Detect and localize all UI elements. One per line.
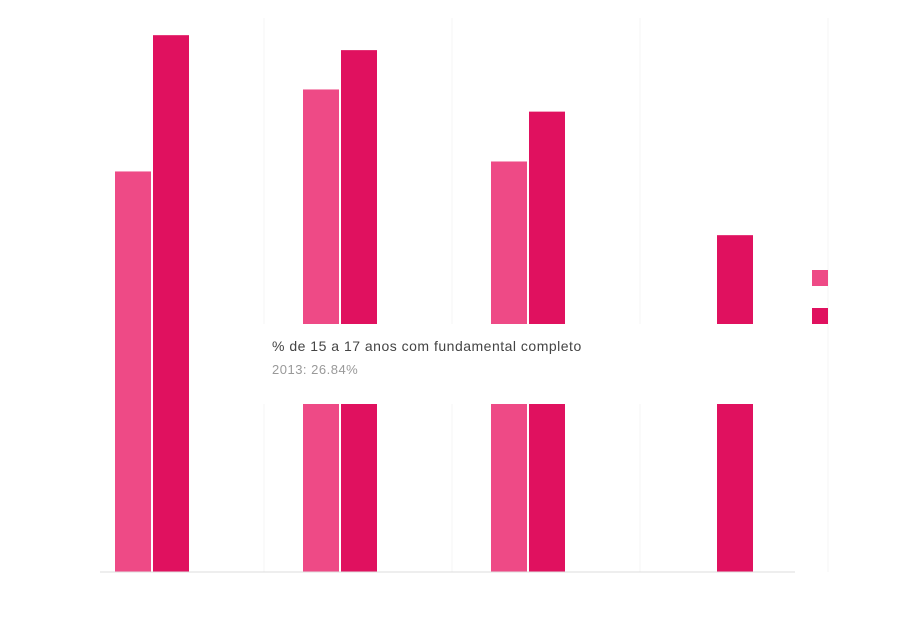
- legend-item-series-1[interactable]: [812, 270, 902, 286]
- bar-series-1-category-1[interactable]: [115, 171, 151, 572]
- bar-series-2-category-1[interactable]: [153, 35, 189, 572]
- tooltip-value: 2013: 26.84%: [272, 362, 359, 377]
- legend: [812, 270, 902, 346]
- gridlines: [263, 18, 829, 572]
- tooltip-title: % de 15 a 17 anos com fundamental comple…: [272, 338, 582, 354]
- bar-series-2-category-2[interactable]: [341, 50, 377, 572]
- bars: [115, 35, 753, 572]
- legend-swatch: [812, 270, 828, 286]
- legend-item-series-2[interactable]: [812, 308, 902, 324]
- legend-swatch: [812, 308, 828, 324]
- tooltip: % de 15 a 17 anos com fundamental comple…: [262, 324, 762, 404]
